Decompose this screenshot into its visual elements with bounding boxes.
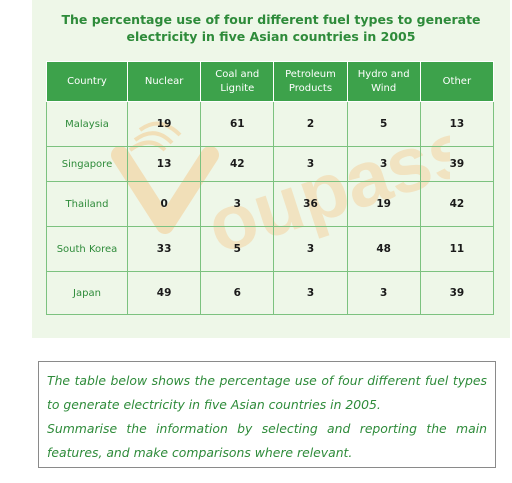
- header-coal: Coal and Lignite: [200, 61, 275, 102]
- header-hydro: Hydro and Wind: [346, 61, 421, 102]
- header-other: Other: [419, 61, 495, 102]
- value-cell: 19: [346, 181, 421, 227]
- value-cell: 2: [273, 101, 348, 147]
- value-cell: 36: [273, 181, 348, 227]
- value-cell: 48: [346, 226, 421, 272]
- value-cell: 3: [273, 146, 348, 182]
- table-row: Japan 49 6 3 3 39: [46, 271, 495, 315]
- table-row: Malaysia 19 61 2 5 13: [46, 101, 495, 147]
- country-cell: South Korea: [46, 226, 128, 272]
- header-petroleum: Petroleum Products: [273, 61, 348, 102]
- value-cell: 42: [419, 181, 495, 227]
- value-cell: 6: [200, 271, 275, 315]
- task-description: The table below shows the percentage use…: [47, 373, 487, 412]
- chart-title: The percentage use of four different fue…: [61, 12, 481, 44]
- value-cell: 39: [419, 146, 495, 182]
- value-cell: 19: [126, 101, 202, 147]
- value-cell: 11: [419, 226, 495, 272]
- value-cell: 3: [200, 181, 275, 227]
- value-cell: 5: [346, 101, 421, 147]
- value-cell: 13: [126, 146, 202, 182]
- country-cell: Thailand: [46, 181, 128, 227]
- value-cell: 61: [200, 101, 275, 147]
- fuel-table: Country Nuclear Coal and Lignite Petrole…: [46, 61, 495, 315]
- task-box: The table below shows the percentage use…: [38, 361, 496, 468]
- value-cell: 3: [273, 226, 348, 272]
- value-cell: 42: [200, 146, 275, 182]
- country-cell: Malaysia: [46, 101, 128, 147]
- value-cell: 3: [346, 146, 421, 182]
- table-row: Singapore 13 42 3 3 39: [46, 146, 495, 182]
- header-country: Country: [46, 61, 128, 102]
- value-cell: 3: [273, 271, 348, 315]
- table-row: South Korea 33 5 3 48 11: [46, 226, 495, 272]
- table-row: Thailand 0 3 36 19 42: [46, 181, 495, 227]
- value-cell: 3: [346, 271, 421, 315]
- value-cell: 39: [419, 271, 495, 315]
- task-instruction: Summarise the information by selecting a…: [47, 421, 487, 460]
- value-cell: 5: [200, 226, 275, 272]
- value-cell: 13: [419, 101, 495, 147]
- value-cell: 0: [126, 181, 202, 227]
- table-header-row: Country Nuclear Coal and Lignite Petrole…: [46, 61, 495, 102]
- country-cell: Japan: [46, 271, 128, 315]
- value-cell: 49: [126, 271, 202, 315]
- value-cell: 33: [126, 226, 202, 272]
- country-cell: Singapore: [46, 146, 128, 182]
- header-nuclear: Nuclear: [126, 61, 202, 102]
